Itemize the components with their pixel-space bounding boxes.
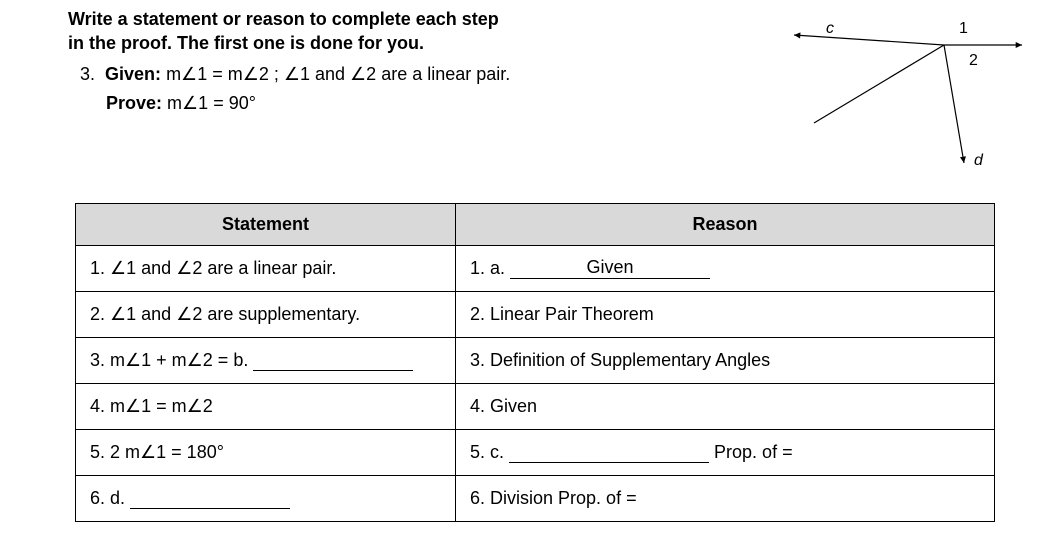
header-reason: Reason <box>456 204 995 246</box>
table-row: 1. ∠1 and ∠2 are a linear pair. 1. a. Gi… <box>76 246 995 292</box>
given-line: 3. Given: m∠1 = m∠2 ; ∠1 and ∠2 are a li… <box>68 64 754 85</box>
header-statement: Statement <box>76 204 456 246</box>
svg-text:2: 2 <box>969 52 978 69</box>
given-label: Given: <box>105 64 161 84</box>
statement-cell: 3. m∠1 + m∠2 = b. <box>76 338 456 384</box>
statement-cell: 1. ∠1 and ∠2 are a linear pair. <box>76 246 456 292</box>
reason-cell: 2. Linear Pair Theorem <box>456 292 995 338</box>
fill-blank[interactable] <box>130 488 290 509</box>
reason-cell: 3. Definition of Supplementary Angles <box>456 338 995 384</box>
statement-cell: 6. d. <box>76 476 456 522</box>
statement-cell: 2. ∠1 and ∠2 are supplementary. <box>76 292 456 338</box>
svg-text:1: 1 <box>959 20 968 37</box>
svg-text:d: d <box>974 152 984 169</box>
instruction-line2: in the proof. The first one is done for … <box>68 31 754 55</box>
problem-number: 3. <box>80 64 95 84</box>
reason-cell: 1. a. Given <box>456 246 995 292</box>
fill-blank[interactable] <box>509 442 709 463</box>
instruction-line1: Write a statement or reason to complete … <box>68 7 754 31</box>
reason-cell: 6. Division Prop. of = <box>456 476 995 522</box>
table-row: 2. ∠1 and ∠2 are supplementary. 2. Linea… <box>76 292 995 338</box>
table-row: 5. 2 m∠1 = 180° 5. c. Prop. of = <box>76 430 995 476</box>
table-row: 6. d. 6. Division Prop. of = <box>76 476 995 522</box>
statement-cell: 4. m∠1 = m∠2 <box>76 384 456 430</box>
instructions-block: Write a statement or reason to complete … <box>20 5 754 175</box>
prove-label: Prove: <box>106 93 162 113</box>
fill-blank[interactable] <box>253 350 413 371</box>
given-text: m∠1 = m∠2 ; ∠1 and ∠2 are a linear pair. <box>166 64 510 84</box>
angle-diagram: c d 12 <box>754 5 1034 175</box>
top-region: Write a statement or reason to complete … <box>20 5 1034 175</box>
table-row: 3. m∠1 + m∠2 = b. 3. Definition of Suppl… <box>76 338 995 384</box>
fill-blank[interactable]: Given <box>510 258 710 279</box>
statement-cell: 5. 2 m∠1 = 180° <box>76 430 456 476</box>
svg-text:c: c <box>826 20 834 37</box>
diagram-svg: c d 12 <box>754 5 1034 175</box>
reason-cell: 4. Given <box>456 384 995 430</box>
reason-cell: 5. c. Prop. of = <box>456 430 995 476</box>
proof-table: Statement Reason 1. ∠1 and ∠2 are a line… <box>75 203 995 522</box>
table-row: 4. m∠1 = m∠2 4. Given <box>76 384 995 430</box>
proof-table-body: 1. ∠1 and ∠2 are a linear pair. 1. a. Gi… <box>76 246 995 522</box>
prove-line: Prove: m∠1 = 90° <box>68 93 754 114</box>
prove-text: m∠1 = 90° <box>167 93 256 113</box>
